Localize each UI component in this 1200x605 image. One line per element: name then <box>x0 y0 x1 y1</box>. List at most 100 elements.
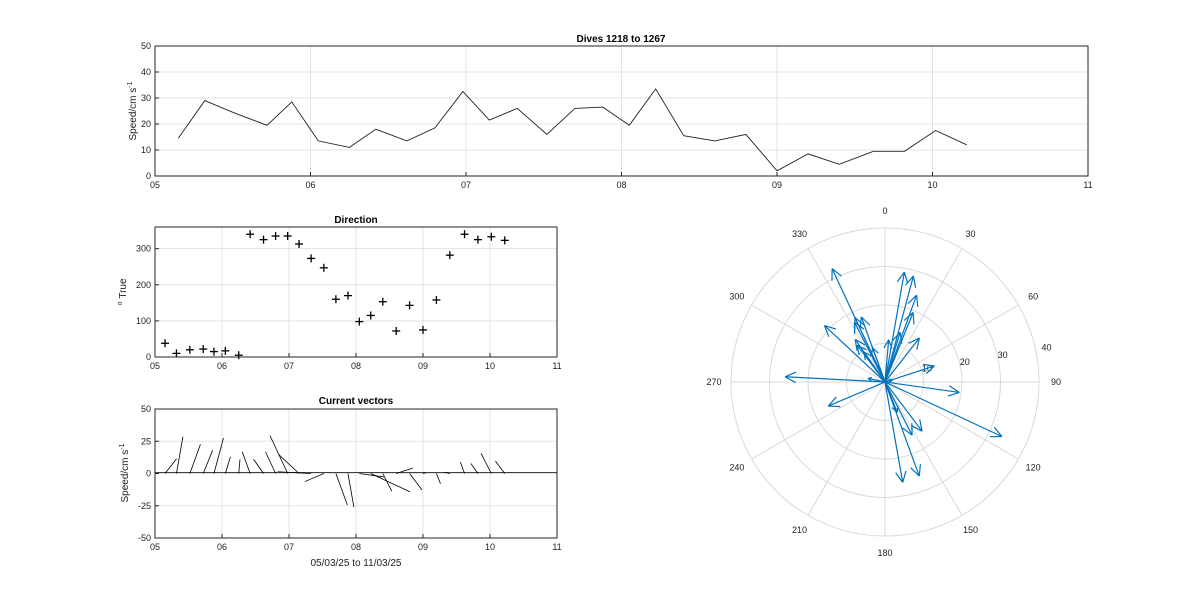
polar-angle-label: 300 <box>729 292 744 302</box>
current-vector-stick <box>422 472 426 474</box>
direction-point <box>161 339 170 348</box>
current-vector-stick <box>495 460 506 474</box>
p3-xtick-label: 11 <box>552 542 561 552</box>
polar-arrow <box>884 311 915 383</box>
polar-arrow <box>853 321 886 383</box>
current-vector-stick <box>304 473 324 482</box>
current-vector-stick <box>382 473 393 492</box>
direction-point <box>460 230 469 239</box>
polar-spoke <box>884 381 963 516</box>
current-vector-stick <box>189 444 201 474</box>
polar-arrow <box>827 381 886 408</box>
polar-arrow <box>884 381 913 436</box>
p3-xtick-label: 10 <box>485 542 495 552</box>
direction-point <box>185 345 194 354</box>
current-vector-stick <box>164 458 177 474</box>
p3-xtick-label: 08 <box>351 542 361 552</box>
polar-angle-label: 180 <box>877 548 892 558</box>
vectors-panel: Current vectors -50 -25 0 25 50 05 06 07 08 09 10… <box>119 396 562 569</box>
polar-arrow <box>884 378 893 384</box>
polar-angle-label: 210 <box>792 525 807 535</box>
direction-panel-title: Direction <box>334 215 377 226</box>
direction-point <box>487 232 496 241</box>
direction-point <box>221 346 230 355</box>
current-vector-stick <box>409 473 423 491</box>
polar-spoke <box>807 248 886 383</box>
p3-xtick-label: 07 <box>284 542 294 552</box>
polar-arrow <box>884 271 909 383</box>
polar-arrow <box>867 376 886 383</box>
current-vector-stick <box>335 473 348 506</box>
polar-arrow <box>884 275 917 383</box>
p2-ytick-label: 0 <box>146 352 151 362</box>
current-vector-stick <box>436 473 441 484</box>
direction-point <box>378 297 387 306</box>
current-vector-stick <box>202 450 214 474</box>
direction-point <box>246 230 255 239</box>
direction-point <box>209 347 218 356</box>
polar-angle-label: 150 <box>963 525 978 535</box>
polar-arrow <box>884 363 935 383</box>
p3-xtick-label: 06 <box>217 542 227 552</box>
direction-point <box>366 311 375 320</box>
direction-point <box>500 236 509 245</box>
p1-xtick-label: 11 <box>1083 180 1092 190</box>
direction-point <box>307 254 316 263</box>
p3-ytick-label: -25 <box>138 501 151 511</box>
current-vector-stick <box>480 453 492 474</box>
current-vector-stick <box>347 473 355 508</box>
p1-ytick-label: 50 <box>141 41 151 51</box>
polar-arrow <box>884 381 1003 438</box>
polar-arrow <box>884 381 907 483</box>
p1-ytick-label: 30 <box>141 93 151 103</box>
direction-point <box>405 301 414 310</box>
p1-ytick-label: 10 <box>141 145 151 155</box>
polar-angle-label: 120 <box>1026 463 1041 473</box>
speed-panel-title: Dives 1218 to 1267 <box>577 34 666 45</box>
current-vector-stick <box>213 437 224 474</box>
p1-xtick-label: 05 <box>150 180 160 190</box>
p1-xtick-label: 09 <box>772 180 782 190</box>
direction-panel-frame <box>154 226 558 358</box>
p1-xtick-label: 07 <box>461 180 471 190</box>
speed-panel-ylabel: Speed/cm s-1 <box>127 81 139 140</box>
p2-xtick-label: 11 <box>552 361 561 371</box>
polar-spoke <box>884 381 1019 460</box>
polar-spoke <box>751 304 886 383</box>
direction-point <box>473 235 482 244</box>
polar-angle-label: 90 <box>1051 377 1061 387</box>
direction-point <box>331 295 340 304</box>
p1-ytick-label: 0 <box>146 171 151 181</box>
p3-ytick-label: 25 <box>141 436 151 446</box>
polar-arrow <box>823 324 886 383</box>
p1-ytick-label: 20 <box>141 119 151 129</box>
polar-arrow <box>884 337 920 383</box>
direction-point <box>172 349 181 358</box>
current-vector-stick <box>176 436 184 474</box>
polar-radius-label: 20 <box>960 357 970 367</box>
polar-arrow <box>883 339 893 383</box>
p1-xtick-label: 06 <box>305 180 315 190</box>
polar-arrow <box>884 381 960 397</box>
current-vector-stick <box>238 459 241 474</box>
polar-arrow <box>871 347 886 383</box>
p3-ytick-label: 0 <box>146 469 151 479</box>
speed-panel: Dives 1218 to 1267 0 10 20 30 40 50 05 06 07 08 0… <box>127 34 1093 190</box>
direction-panel: Direction 0 100 200 300 05 06 07 08 09 10 11 oTru… <box>117 215 562 371</box>
vectors-panel-frame <box>154 408 558 539</box>
polar-angle-label: 240 <box>729 463 744 473</box>
p3-ytick-label: -50 <box>138 533 151 543</box>
direction-point <box>343 291 352 300</box>
polar-spoke <box>751 381 886 460</box>
current-vector-stick <box>269 435 289 474</box>
current-vector-stick <box>253 459 264 474</box>
p2-ytick-label: 300 <box>136 244 151 254</box>
direction-point <box>259 235 268 244</box>
current-vector-stick <box>470 463 479 474</box>
polar-arrow <box>884 381 923 432</box>
direction-point <box>234 351 243 360</box>
direction-point <box>271 232 280 241</box>
current-vector-stick <box>370 473 411 493</box>
